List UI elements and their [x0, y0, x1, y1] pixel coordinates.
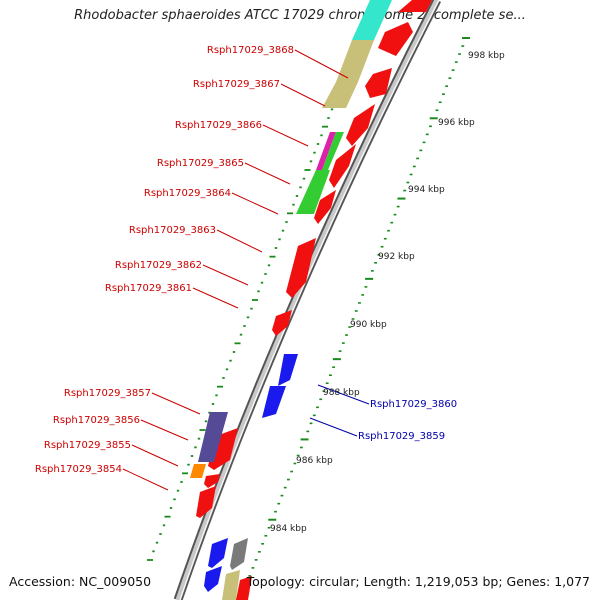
- gene-label: Rsph17029_3854: [35, 464, 122, 475]
- label-connector: [192, 287, 239, 309]
- gene-arrow: [365, 68, 392, 98]
- gene-box: [352, 0, 392, 40]
- gene-box: [296, 170, 330, 214]
- gene-box: [322, 82, 358, 108]
- gene-label: Rsph17029_3862: [115, 260, 202, 271]
- gene-arrow: [286, 238, 316, 298]
- gene-label: Rsph17029_3864: [144, 188, 231, 199]
- inner-scale-ticks: [236, 37, 470, 600]
- label-connector: [122, 468, 169, 491]
- backbone: [173, 0, 442, 600]
- outer-scale-ticks: [147, 39, 363, 561]
- label-connector: [262, 124, 309, 147]
- gene-arrow: [236, 576, 252, 600]
- label-connector: [151, 392, 201, 415]
- gene-box: [262, 386, 286, 418]
- label-connector: [280, 83, 326, 107]
- scale-label: 996 kbp: [438, 118, 475, 128]
- scale-label: 984 kbp: [270, 524, 307, 534]
- label-connector: [216, 229, 263, 253]
- gene-box: [190, 464, 206, 478]
- gene-arrow: [378, 22, 413, 56]
- scale-label: 990 kbp: [350, 320, 387, 330]
- gene-box: [316, 132, 336, 170]
- gene-arrow: [204, 566, 222, 592]
- forward-strand-genes: [190, 0, 392, 478]
- label-connector: [202, 264, 249, 286]
- gene-label: Rsph17029_3868: [207, 45, 294, 56]
- gene-box: [278, 354, 298, 386]
- gene-arrow: [196, 486, 216, 518]
- scale-label: 986 kbp: [296, 456, 333, 466]
- label-connector: [231, 192, 279, 215]
- accession-text: Accession: NC_009050: [9, 574, 152, 589]
- gene-label: Rsph17029_3856: [53, 415, 140, 426]
- gene-arrow: [329, 144, 356, 188]
- label-connector: [294, 49, 349, 79]
- label-connectors: [122, 49, 370, 491]
- label-connector: [309, 417, 358, 437]
- gene-label: Rsph17029_3866: [175, 120, 262, 131]
- scale-label: 994 kbp: [408, 185, 445, 195]
- gene-box: [198, 412, 228, 462]
- label-connector: [140, 419, 189, 441]
- gene-label: Rsph17029_3857: [64, 388, 151, 399]
- gene-label: Rsph17029_3867: [193, 79, 280, 90]
- gene-label: Rsph17029_3865: [157, 158, 244, 169]
- scale-label: 988 kbp: [323, 388, 360, 398]
- gene-label: Rsph17029_3861: [105, 283, 192, 294]
- label-connector: [317, 384, 370, 405]
- gene-arrow: [230, 538, 248, 570]
- gene-label: Rsph17029_3859: [358, 431, 445, 442]
- gene-arrow: [208, 538, 228, 568]
- scale-label: 992 kbp: [378, 252, 415, 262]
- scale-label: 998 kbp: [468, 51, 505, 61]
- gene-arrow: [398, 0, 432, 12]
- gene-label: Rsph17029_3863: [129, 225, 216, 236]
- label-connector: [244, 162, 291, 185]
- gene-box: [322, 132, 344, 170]
- gene-arrow: [204, 474, 220, 488]
- gene-box: [336, 40, 374, 82]
- gene-labels: Rsph17029_3868 Rsph17029_3867 Rsph17029_38…: [35, 45, 457, 475]
- topology-summary: Topology: circular; Length: 1,219,053 bp…: [246, 574, 590, 589]
- scale-labels: 998 kbp 996 kbp 994 kbp 992 kbp 990 kbp 988 k…: [270, 51, 505, 534]
- gene-label: Rsph17029_3855: [44, 440, 131, 451]
- gene-arrow: [222, 570, 240, 600]
- gene-arrow: [314, 190, 336, 224]
- gene-label: Rsph17029_3860: [370, 399, 457, 410]
- label-connector: [131, 444, 179, 467]
- gene-arrow: [272, 310, 292, 336]
- gene-arrow: [346, 104, 375, 146]
